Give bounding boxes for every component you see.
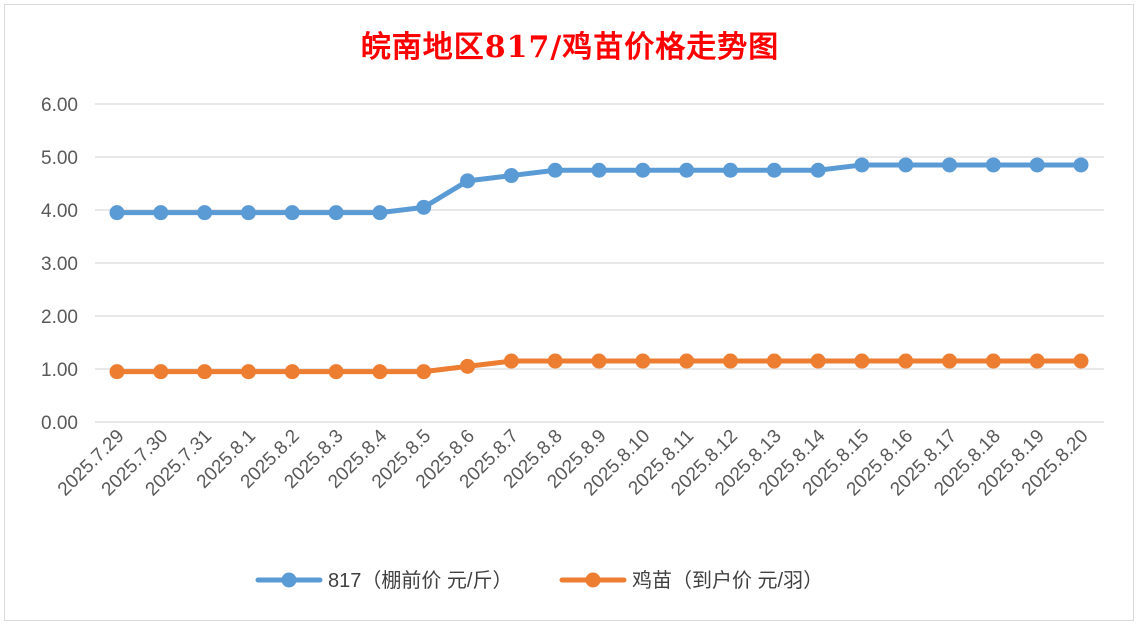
data-point: [416, 364, 432, 380]
data-point: [284, 205, 300, 221]
data-point: [591, 353, 607, 369]
y-axis-ticks: 0.00 1.00 2.00 3.00 4.00 5.00 6.00: [41, 95, 78, 434]
series-1: [109, 157, 1089, 221]
y-tick-label: 2.00: [41, 307, 78, 328]
data-point: [460, 173, 476, 189]
data-point: [109, 205, 125, 221]
data-point: [898, 157, 914, 173]
data-point: [240, 205, 256, 221]
series-layer: [109, 157, 1089, 380]
data-point: [284, 364, 300, 380]
y-tick-label: 4.00: [41, 201, 78, 222]
data-point: [766, 162, 782, 178]
data-point: [372, 364, 388, 380]
data-point: [766, 353, 782, 369]
data-point: [985, 157, 1001, 173]
data-point: [591, 162, 607, 178]
chart-title: 皖南地区817/鸡苗价格走势图: [360, 30, 780, 65]
data-point: [460, 358, 476, 374]
data-point: [722, 353, 738, 369]
data-point: [1029, 353, 1045, 369]
data-point: [416, 199, 432, 215]
y-tick-label: 0.00: [41, 413, 78, 434]
data-point: [197, 205, 213, 221]
data-point: [503, 353, 519, 369]
data-point: [985, 353, 1001, 369]
data-point: [722, 162, 738, 178]
x-axis-ticks: 2025.7.292025.7.302025.7.312025.8.12025.…: [54, 425, 1093, 500]
y-tick-label: 3.00: [41, 254, 78, 275]
series-2: [109, 353, 1089, 380]
legend: 817（棚前价 元/斤） 鸡苗（到户价 元/羽）: [255, 569, 823, 592]
data-point: [240, 364, 256, 380]
data-point: [854, 157, 870, 173]
legend-marker: [281, 572, 297, 588]
data-point: [942, 157, 958, 173]
data-point: [328, 205, 344, 221]
gridlines: [95, 103, 1104, 423]
data-point: [547, 353, 563, 369]
data-point: [942, 353, 958, 369]
data-point: [153, 205, 169, 221]
data-point: [854, 353, 870, 369]
y-tick-label: 1.00: [41, 360, 78, 381]
data-point: [679, 353, 695, 369]
data-point: [635, 353, 651, 369]
data-point: [679, 162, 695, 178]
y-tick-label: 5.00: [41, 148, 78, 169]
chart-frame: [4, 4, 1134, 621]
data-point: [1073, 157, 1089, 173]
data-point: [898, 353, 914, 369]
y-tick-label: 6.00: [41, 95, 78, 116]
data-point: [328, 364, 344, 380]
data-point: [197, 364, 213, 380]
data-point: [635, 162, 651, 178]
data-point: [503, 168, 519, 184]
data-point: [109, 364, 125, 380]
data-point: [153, 364, 169, 380]
data-point: [810, 353, 826, 369]
data-point: [547, 162, 563, 178]
legend-label: 817（棚前价 元/斤）: [328, 569, 512, 592]
data-point: [810, 162, 826, 178]
legend-marker: [585, 572, 601, 588]
data-point: [1029, 157, 1045, 173]
data-point: [372, 205, 388, 221]
data-point: [1073, 353, 1089, 369]
legend-label: 鸡苗（到户价 元/羽）: [632, 569, 823, 592]
